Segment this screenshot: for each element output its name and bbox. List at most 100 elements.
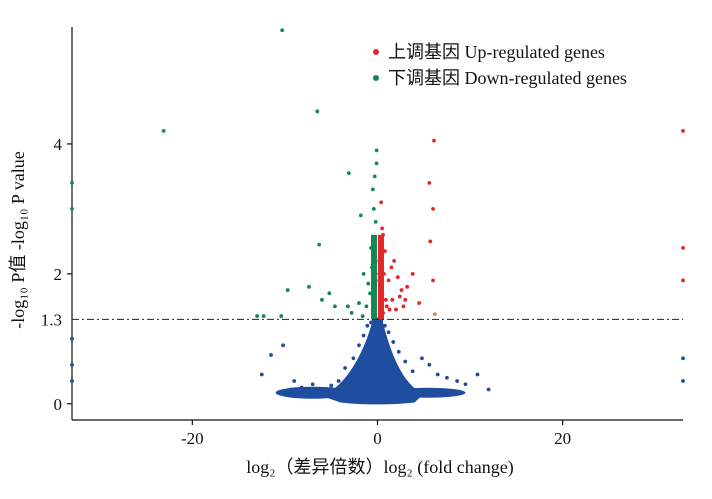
ns-gene-point <box>427 362 432 367</box>
down-gene-column <box>371 234 378 320</box>
down-gene-point <box>327 291 332 296</box>
up-gene-point <box>399 288 404 292</box>
ns-gene-point <box>343 366 347 370</box>
down-gene-point <box>315 109 320 114</box>
down-gene-point <box>317 242 322 247</box>
up-gene-point <box>401 304 406 309</box>
up-gene-point <box>405 284 410 289</box>
ns-gene-point <box>70 379 74 383</box>
up-gene-point <box>431 278 435 283</box>
ns-cloud-core <box>371 319 384 404</box>
ns-gene-point <box>403 359 408 364</box>
down-gene-point <box>361 271 366 276</box>
other-gene-point <box>432 312 437 317</box>
ns-gene-point <box>391 340 396 344</box>
down-gene-point <box>364 304 369 309</box>
down-gene-point <box>70 181 74 185</box>
ns-gene-point <box>420 356 424 361</box>
y-axis-title: -log₁₀ P值 -log₁₀ P value <box>8 151 28 328</box>
ns-gene-point <box>396 349 401 354</box>
down-gene-point <box>161 129 166 133</box>
ns-gene-point <box>365 323 370 328</box>
down-gene-point <box>345 304 350 309</box>
down-gene-point <box>374 161 379 166</box>
ns-gene-point <box>292 379 297 383</box>
down-gene-point <box>358 213 363 218</box>
ns-gene-point <box>369 320 373 325</box>
down-gene-point <box>261 314 266 318</box>
ns-gene-point <box>361 333 366 338</box>
ns-gene-point <box>681 379 685 383</box>
y-ticks: 0 2 4 1.3 <box>41 135 72 414</box>
down-gene-point <box>279 314 284 318</box>
ns-gene-point <box>455 379 460 383</box>
down-gene-point <box>280 28 285 33</box>
ns-gene-point <box>70 336 74 341</box>
x-tick-label: 20 <box>554 429 571 448</box>
threshold-label: 1.3 <box>41 310 62 329</box>
up-gene-point <box>681 129 685 133</box>
up-gene-point <box>428 239 433 244</box>
ns-gene-point <box>475 372 480 377</box>
legend-label: 上调基因 Up-regulated genes <box>388 42 605 62</box>
y-tick-label: 4 <box>54 135 63 154</box>
up-gene-point <box>379 200 384 205</box>
up-gene-point <box>389 265 394 270</box>
ns-gene-point <box>486 387 491 392</box>
legend-marker <box>373 49 379 55</box>
up-gene-point <box>380 226 385 231</box>
up-gene-point <box>390 297 395 302</box>
down-gene-point <box>371 206 376 211</box>
ns-gene-point <box>357 343 361 348</box>
y-tick-label: 2 <box>54 265 63 284</box>
ns-gene-point <box>373 336 378 341</box>
up-gene-point <box>387 307 392 312</box>
down-gene-point <box>255 314 260 318</box>
non-significant-gene-cloud <box>275 319 466 405</box>
x-ticks: -20 0 20 <box>181 420 571 448</box>
up-gene-point <box>386 278 391 283</box>
down-gene-point <box>349 310 354 315</box>
ns-gene-point <box>259 372 264 377</box>
up-gene-point <box>431 206 435 211</box>
down-gene-point <box>372 174 377 179</box>
down-gene-point <box>307 284 311 289</box>
down-gene-point <box>333 304 337 309</box>
ns-gene-point <box>377 343 382 348</box>
down-gene-point <box>360 314 365 318</box>
ns-gene-point <box>435 372 440 377</box>
up-gene-point <box>392 258 397 263</box>
up-gene-point <box>383 297 388 302</box>
ns-gene-point <box>319 387 323 392</box>
up-gene-point <box>397 294 402 299</box>
ns-cloud-right-tail <box>391 387 466 398</box>
ns-gene-point <box>269 353 273 357</box>
ns-gene-point <box>383 323 387 328</box>
down-gene-point <box>70 206 74 211</box>
up-gene-point <box>403 297 408 302</box>
legend-marker <box>373 75 379 81</box>
x-tick-label: 0 <box>373 429 382 448</box>
ns-cloud-left-tail <box>275 386 350 399</box>
up-gene-point <box>384 304 389 309</box>
y-tick-label: 0 <box>54 395 63 414</box>
up-gene-column <box>377 234 384 320</box>
down-gene-point <box>285 288 290 292</box>
x-axis-title: log₂（差异倍数）log₂ (fold change) <box>246 457 514 478</box>
ns-gene-point <box>351 356 356 361</box>
down-gene-point <box>373 219 378 224</box>
ns-gene-point <box>445 375 449 380</box>
up-gene-point <box>432 138 436 143</box>
ns-gene-point <box>681 356 685 361</box>
ns-gene-point <box>70 362 74 367</box>
ns-gene-point <box>386 330 391 335</box>
ns-gene-point <box>410 369 415 374</box>
up-gene-point <box>681 245 685 250</box>
x-tick-label: -20 <box>181 429 204 448</box>
up-gene-point <box>394 307 398 312</box>
down-gene-point <box>346 171 351 176</box>
ns-gene-point <box>310 382 315 387</box>
down-gene-point <box>374 148 379 153</box>
up-gene-point <box>410 271 415 276</box>
